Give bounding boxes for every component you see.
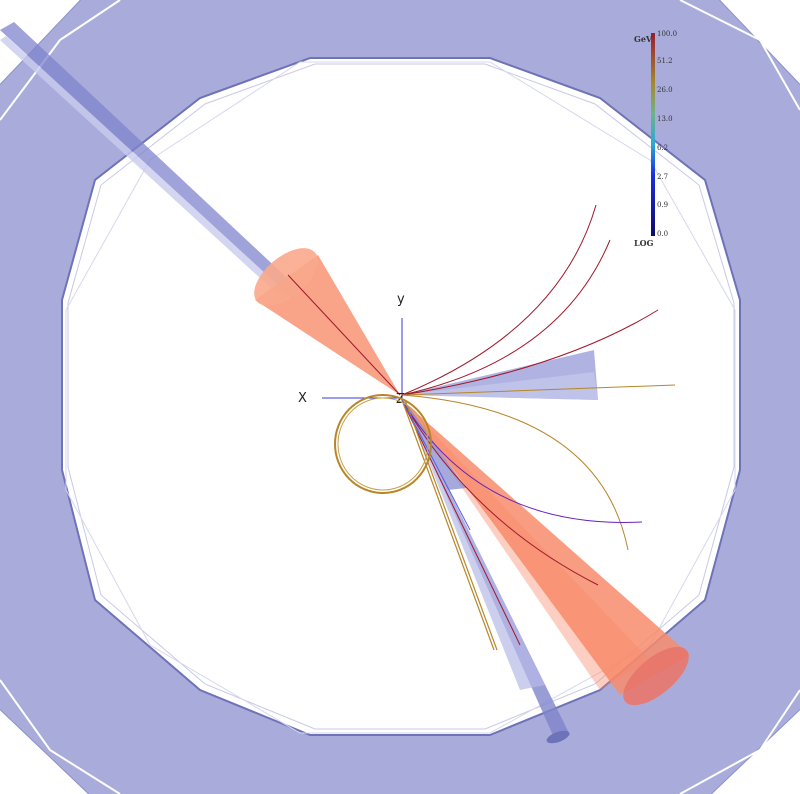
track-gold-curve <box>401 394 629 551</box>
energy-scale-mode: LOG <box>634 238 654 248</box>
track-red-1 <box>401 204 597 396</box>
looping-track-gold <box>334 394 432 494</box>
track-blue-1 <box>401 399 471 531</box>
energy-scale-tick: 2.7 <box>657 173 668 181</box>
jet-cone-upper-left[interactable] <box>244 237 401 396</box>
energy-scale-tick: 13.0 <box>657 115 673 123</box>
energy-scale-tick: 26.0 <box>657 86 673 94</box>
energy-color-scale: GeV 100.0 51.2 26.0 13.0 6.2 2.7 0.9 0.0… <box>634 30 677 248</box>
track-gold-straight <box>401 384 676 396</box>
energy-scale-bar <box>651 33 655 236</box>
energy-scale-tick: 6.2 <box>657 144 668 152</box>
energy-scale-tick: 0.0 <box>657 230 668 238</box>
track-red-4 <box>401 399 599 586</box>
muon-track-upper-left[interactable] <box>0 22 300 300</box>
energy-scale-tick: 0.9 <box>657 201 668 209</box>
track-purple-curve <box>401 399 643 523</box>
y-axis-label: y <box>397 292 405 307</box>
track-gold-double-1 <box>401 399 495 651</box>
energy-scale-unit: GeV <box>634 34 653 44</box>
z-axis-label: Z <box>396 392 405 407</box>
energy-scale-tick: 51.2 <box>657 57 673 65</box>
charged-tracks[interactable] <box>334 204 676 651</box>
track-red-3 <box>401 309 659 396</box>
track-red-2 <box>401 239 611 396</box>
track-red-5 <box>401 399 521 646</box>
energy-scale-tick: 100.0 <box>657 30 677 38</box>
x-axis-label: X <box>298 391 307 406</box>
track-gold-double-2 <box>404 399 498 651</box>
inner-ring-border <box>61 57 741 736</box>
